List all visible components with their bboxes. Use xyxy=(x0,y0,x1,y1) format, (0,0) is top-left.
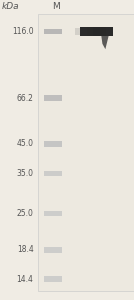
Text: 18.4: 18.4 xyxy=(17,245,34,254)
Bar xyxy=(44,247,62,253)
Bar xyxy=(80,27,87,36)
Bar xyxy=(75,28,80,35)
Bar xyxy=(44,29,62,34)
Bar xyxy=(44,211,62,216)
Bar xyxy=(38,14,134,291)
Bar xyxy=(44,276,62,282)
Text: 66.2: 66.2 xyxy=(17,94,34,103)
Bar xyxy=(44,171,62,176)
Polygon shape xyxy=(101,36,109,49)
Bar xyxy=(44,95,62,101)
Bar xyxy=(100,27,106,36)
Text: kDa: kDa xyxy=(2,2,20,11)
Text: 25.0: 25.0 xyxy=(17,209,34,218)
Text: 45.0: 45.0 xyxy=(16,139,34,148)
Bar xyxy=(80,27,113,36)
Bar xyxy=(44,141,62,146)
Text: M: M xyxy=(52,2,60,11)
Bar xyxy=(106,27,113,36)
Text: 116.0: 116.0 xyxy=(12,27,34,36)
Text: 14.4: 14.4 xyxy=(17,274,34,284)
Text: 35.0: 35.0 xyxy=(16,169,34,178)
Bar xyxy=(93,27,100,36)
Bar xyxy=(87,27,93,36)
